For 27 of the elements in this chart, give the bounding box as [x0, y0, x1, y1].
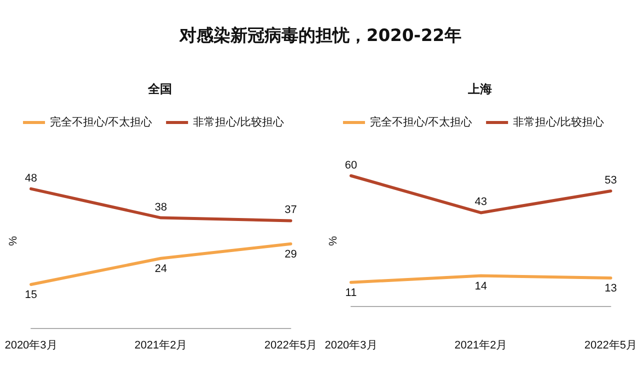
data-label: 15 — [24, 289, 38, 301]
data-label: 60 — [344, 159, 358, 172]
data-label: 11 — [345, 286, 357, 299]
data-label: 43 — [474, 196, 487, 208]
data-label: 13 — [604, 282, 617, 294]
x-tick-label: 2021年2月 — [454, 340, 508, 352]
x-tick-label: 2022年5月 — [584, 340, 638, 352]
data-label: 53 — [604, 174, 617, 186]
legend-label: 完全不担心/不太担心 — [370, 116, 472, 128]
y-axis-title: % — [328, 236, 340, 246]
chart-subtitle: 上海 — [467, 82, 492, 96]
x-tick-label: 2020年3月 — [4, 340, 58, 352]
legend-label: 非常担心/比较担心 — [193, 116, 284, 128]
data-label: 14 — [474, 280, 487, 292]
x-tick-label: 2020年3月 — [324, 340, 378, 352]
data-label: 29 — [284, 248, 297, 260]
data-label: 38 — [154, 201, 167, 214]
x-tick-label: 2021年2月 — [134, 340, 188, 352]
data-label: 48 — [24, 172, 38, 184]
chart-title: 对感染新冠病毒的担忧，2020-22年 — [178, 25, 463, 47]
data-label: 37 — [284, 204, 297, 216]
chart-subtitle: 全国 — [147, 82, 172, 96]
legend-label: 完全不担心/不太担心 — [50, 116, 152, 128]
x-tick-label: 2022年5月 — [264, 340, 318, 352]
y-axis-title: % — [8, 236, 20, 246]
legend-label: 非常担心/比较担心 — [513, 116, 604, 128]
data-label: 24 — [154, 262, 167, 275]
